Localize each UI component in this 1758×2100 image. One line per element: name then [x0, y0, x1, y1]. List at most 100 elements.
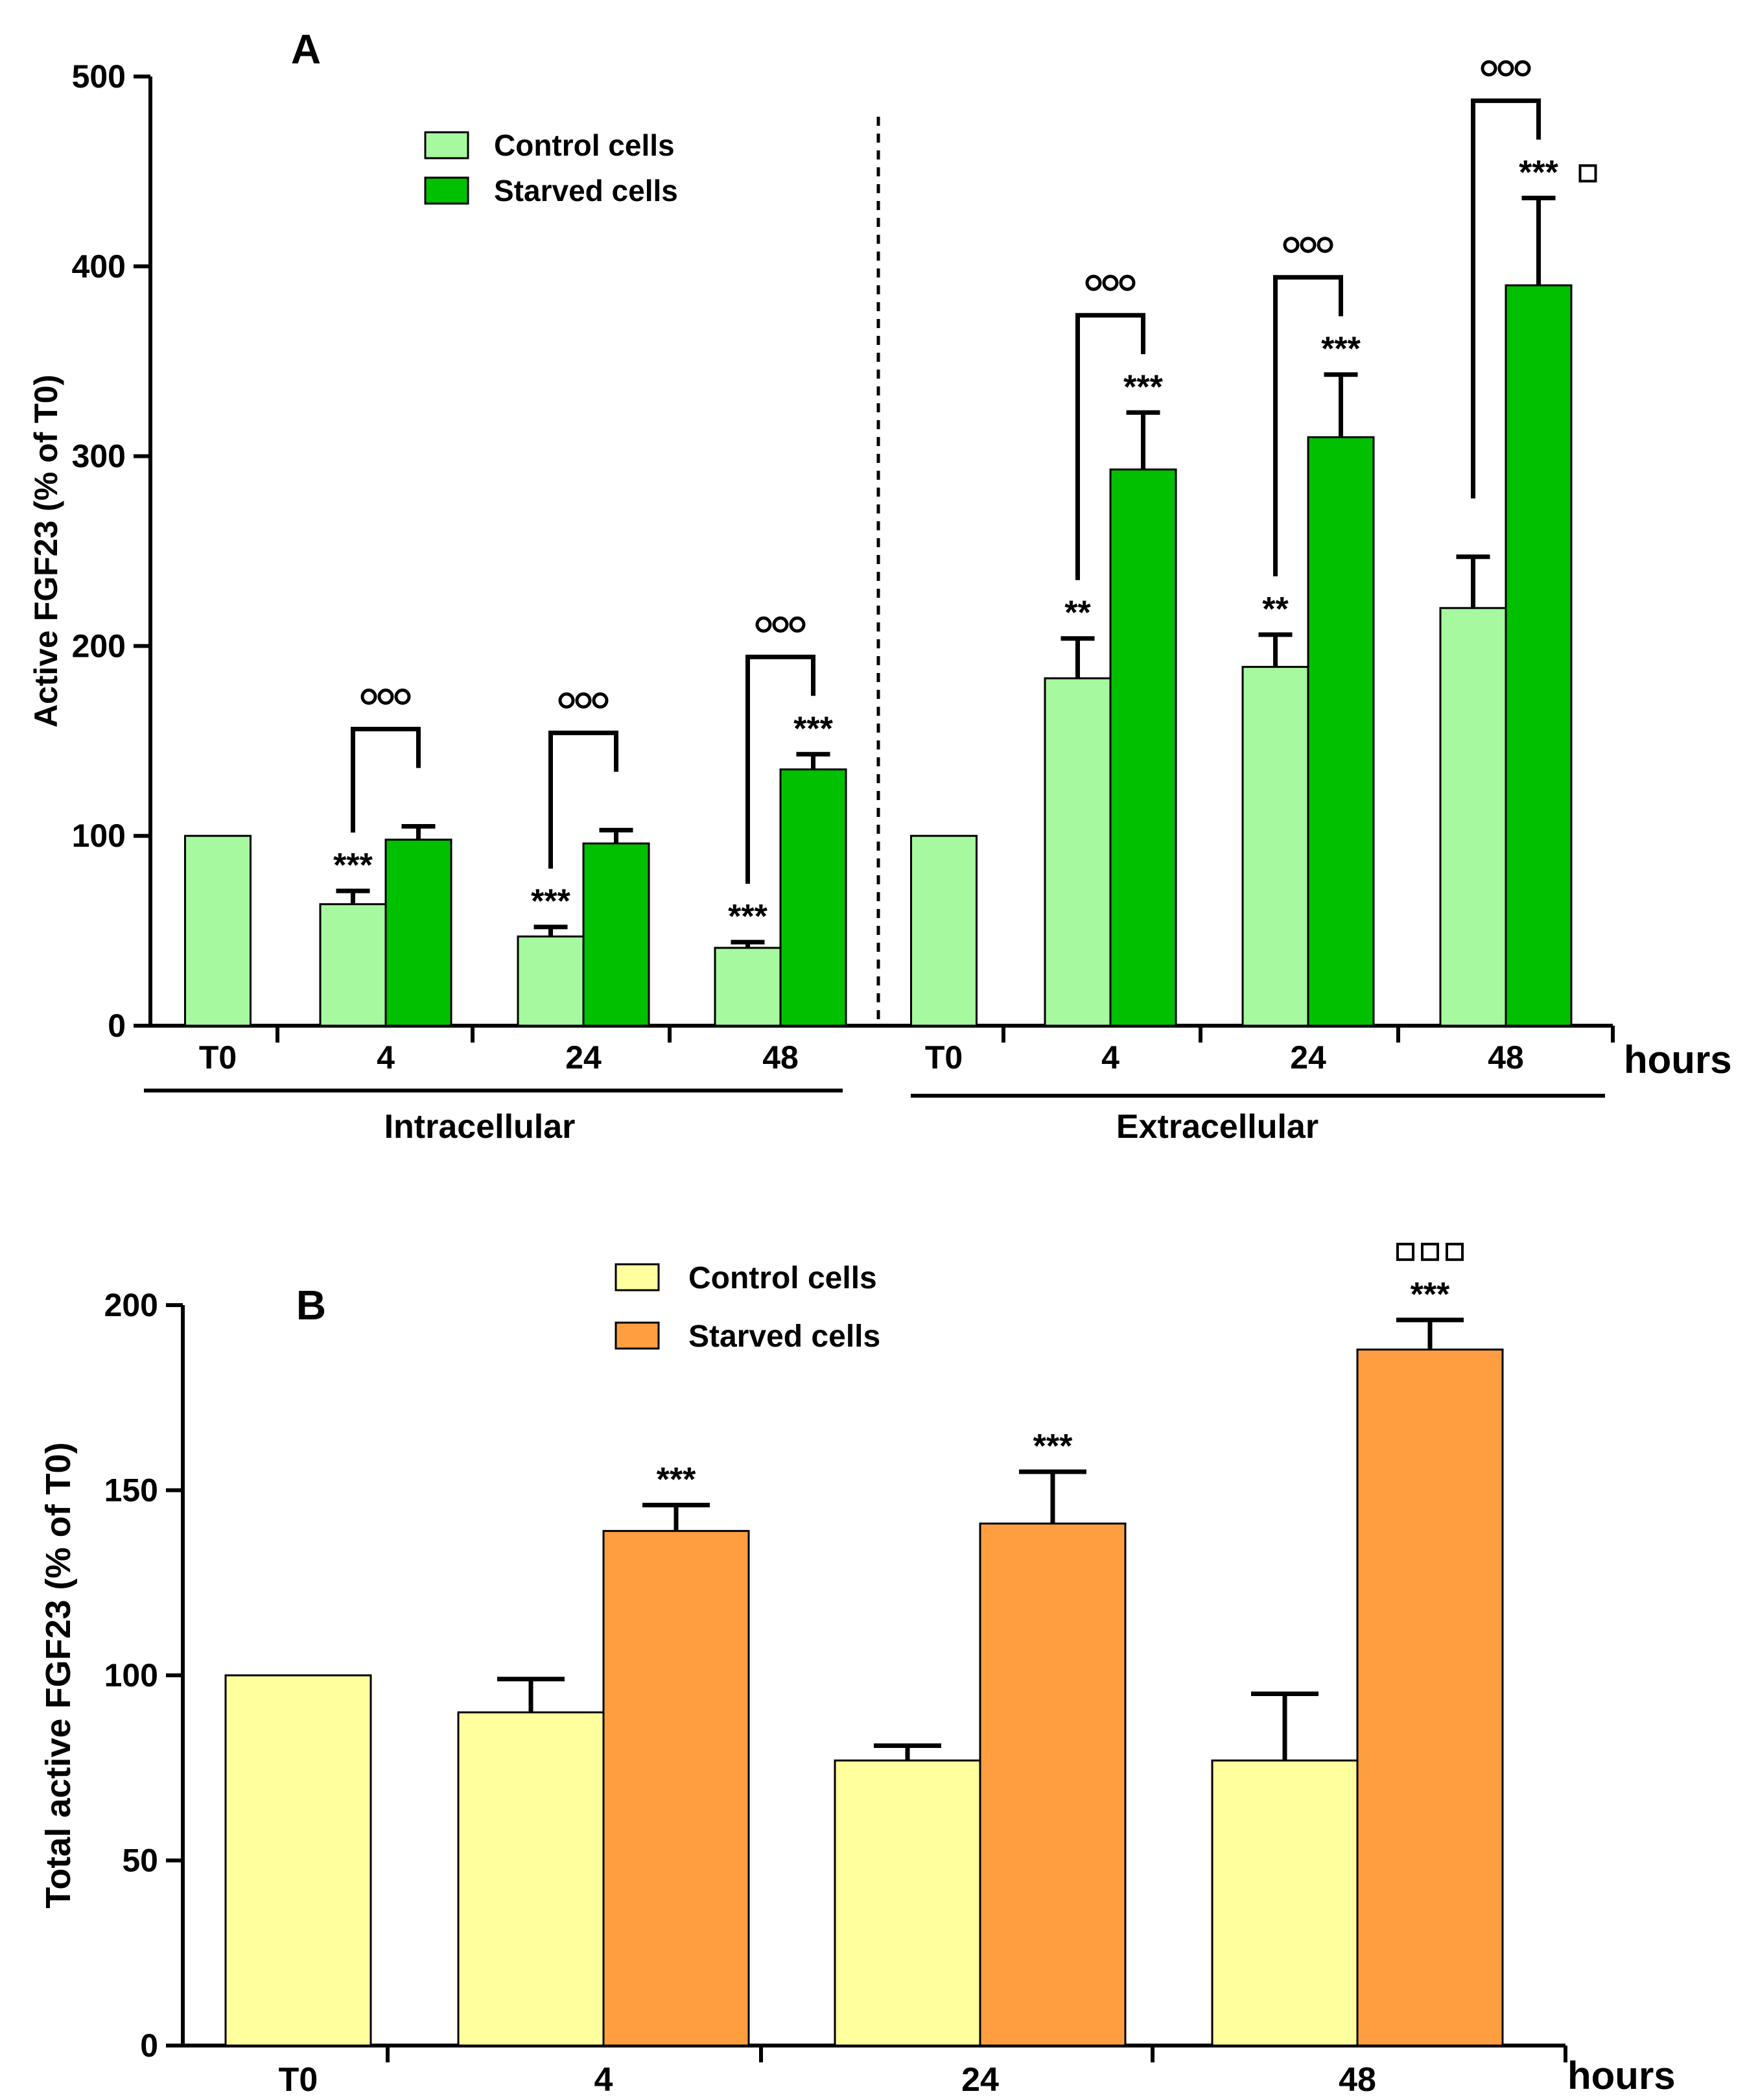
- x-tick-label: T0: [279, 2061, 318, 2099]
- significance-circle: [377, 689, 394, 705]
- significance-circle: [360, 689, 377, 705]
- error-bar-control: [1251, 1692, 1318, 1761]
- error-bar-control: [336, 888, 370, 904]
- significance-starved: ***: [1321, 331, 1361, 368]
- comparison-bracket: [1471, 98, 1541, 499]
- y-tick-label: 0: [140, 2027, 158, 2064]
- significance-circle: [1497, 60, 1514, 77]
- error-bar-starved: [1396, 1317, 1464, 1350]
- significance-circle: [394, 689, 411, 705]
- significance-starved: ***: [1123, 368, 1163, 406]
- x-tick-label: 48: [1488, 1039, 1524, 1076]
- y-tick-label: 500: [72, 58, 126, 95]
- bracket-line: [1075, 313, 1145, 580]
- x-unit-label: hours: [1567, 2054, 1676, 2097]
- y-axis-title: Active FGF23 (% of T0): [28, 375, 64, 728]
- y-tick-label: 200: [104, 1287, 158, 1323]
- significance-circle: [1514, 60, 1531, 77]
- bar-control: [714, 947, 782, 1027]
- bar-control: [1211, 1759, 1359, 2047]
- legend-swatch-starved: [615, 1321, 660, 1350]
- significance-square: [1446, 1242, 1464, 1261]
- legend-swatch-control: [615, 1263, 660, 1292]
- significance-control: ***: [728, 898, 768, 936]
- significance-control: **: [1064, 595, 1091, 632]
- significance-circle: [1300, 237, 1317, 254]
- x-unit-label: hours: [1624, 1038, 1732, 1081]
- x-tick-label: T0: [199, 1039, 237, 1076]
- bracket-line: [548, 730, 618, 869]
- significance-control: ***: [333, 847, 373, 884]
- bar-control: [319, 903, 387, 1027]
- comparison-significance: [360, 689, 411, 705]
- significance-circle: [1283, 237, 1300, 254]
- comparison-significance: [1481, 60, 1531, 77]
- significance-starved: ***: [657, 1461, 696, 1498]
- significance-starved: ***: [1033, 1428, 1073, 1465]
- group-label: Intracellular: [384, 1108, 576, 1146]
- error-bar-starved: [599, 827, 633, 844]
- bar-control: [517, 935, 585, 1027]
- significance-circle: [789, 616, 806, 633]
- comparison-bracket: [548, 730, 618, 869]
- significance-square: [1421, 1242, 1439, 1261]
- x-tick-label: T0: [925, 1039, 963, 1076]
- significance-circle: [1102, 274, 1119, 291]
- significance-circle: [575, 692, 592, 709]
- bar-control: [834, 1759, 981, 2047]
- significance-starved: ***: [1411, 1276, 1450, 1314]
- y-tick-label: 150: [104, 1472, 158, 1509]
- bar-starved: [1356, 1349, 1504, 2047]
- x-tick-label: 24: [565, 1039, 602, 1076]
- legend: Control cells Starved cells: [424, 128, 678, 207]
- bar-starved: [1307, 436, 1375, 1027]
- bracket-line: [1273, 275, 1343, 576]
- bracket-line: [351, 727, 421, 833]
- comparison-significance: [1085, 274, 1136, 291]
- comparison-bracket: [1273, 275, 1343, 576]
- significance-starved: ***: [793, 710, 833, 748]
- x-tick-label: 4: [377, 1039, 395, 1076]
- bar-control: [224, 1674, 372, 2047]
- bar-control: [910, 834, 978, 1027]
- error-bar-starved: [1126, 410, 1160, 470]
- significance-circle: [558, 692, 575, 709]
- x-tick-label: 48: [762, 1039, 799, 1076]
- legend-swatch-starved: [424, 176, 469, 205]
- panel-label: B: [296, 1282, 326, 1328]
- error-bar-starved: [401, 824, 436, 840]
- error-bar-control: [1456, 554, 1490, 608]
- bar-starved: [384, 838, 452, 1027]
- bar-starved: [979, 1522, 1127, 2047]
- significance-control: ***: [531, 883, 570, 921]
- error-bar-starved: [642, 1502, 710, 1531]
- x-tick-label: 24: [1290, 1039, 1326, 1076]
- bar-starved: [1109, 468, 1177, 1027]
- x-tick-label: 48: [1339, 2061, 1376, 2099]
- bar-control: [1044, 677, 1112, 1027]
- significance-square-marker: [1578, 164, 1597, 183]
- significance-circle: [1317, 237, 1333, 254]
- error-bar-control: [874, 1743, 941, 1761]
- legend-swatch-control: [424, 131, 469, 159]
- significance-circle: [1085, 274, 1102, 291]
- error-bar-control: [1061, 636, 1095, 679]
- significance-circle: [592, 692, 609, 709]
- panel-a: A 0 100 200 300 400 500 Active FGF23 (% of T0) T…: [28, 26, 1732, 1146]
- comparison-bracket: [745, 654, 815, 884]
- significance-control: **: [1262, 591, 1289, 628]
- significance-square: [1396, 1242, 1414, 1261]
- bracket-line: [745, 654, 815, 884]
- error-bar-starved: [1324, 372, 1358, 438]
- comparison-significance: [755, 616, 806, 633]
- error-bar-control: [533, 925, 568, 937]
- panel-label: A: [291, 26, 321, 73]
- legend-label-control: Control cells: [688, 1261, 877, 1295]
- error-bar-starved: [796, 751, 830, 770]
- bracket-line: [1471, 98, 1541, 499]
- comparison-bracket: [1075, 313, 1145, 580]
- error-bar-control: [1258, 632, 1293, 667]
- legend-label-starved: Starved cells: [688, 1319, 880, 1354]
- significance-square: [1578, 164, 1597, 183]
- legend: Control cells Starved cells: [615, 1261, 880, 1354]
